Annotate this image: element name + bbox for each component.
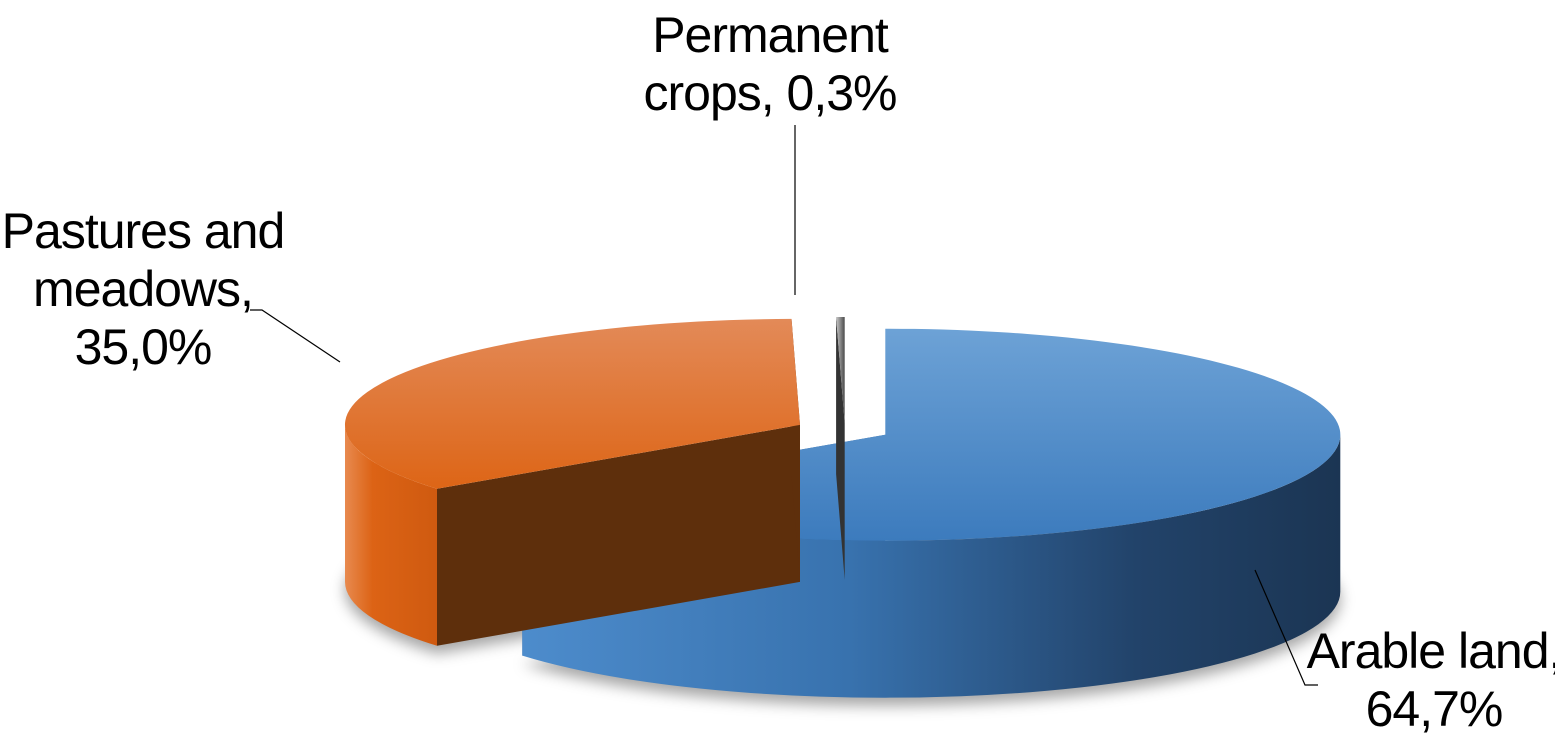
data-label-line: 35,0% (75, 319, 212, 375)
slice-cut-face (437, 424, 800, 646)
slice-side (522, 434, 1341, 698)
slice-side (345, 424, 437, 646)
data-label-line: crops, 0,3% (643, 65, 896, 121)
data-label-line: 64,7% (1366, 681, 1503, 737)
slice-permanent-crops (836, 316, 845, 580)
data-label: Pastures and meadows, 35,0% (2, 203, 285, 375)
leader-line (1254, 569, 1318, 686)
data-label: Arable land, 64,7% (1307, 623, 1555, 737)
data-label-line: Pastures and (2, 203, 285, 259)
pie-slices (344, 316, 1341, 698)
data-label-line: Arable land, (1307, 623, 1555, 679)
data-label-line: meadows, (33, 261, 253, 317)
slice-top (836, 316, 845, 423)
slice-top (344, 318, 800, 489)
slice-cut-face (836, 317, 845, 580)
leader-lines (250, 125, 1318, 686)
data-label: Permanent crops, 0,3% (643, 7, 896, 121)
leader-line (250, 309, 341, 363)
data-labels: Arable land, 64,7% Pastures and meadows, 35,… (2, 7, 1555, 737)
slice-pastures-and-meadows (344, 318, 800, 646)
data-label-line: Permanent (652, 7, 889, 63)
